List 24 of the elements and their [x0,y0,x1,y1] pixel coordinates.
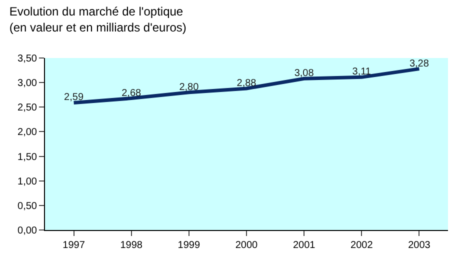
x-tick-label: 2003 [408,240,431,251]
y-tick-label: 3,00 [18,78,38,90]
data-label: 3,08 [294,68,314,80]
y-tick-label: 3,50 [18,54,38,64]
y-tick-label: 1,00 [18,176,38,188]
chart-title: Evolution du marché de l'optique [9,4,184,19]
data-label: 2,59 [64,92,84,104]
y-tick-label: 0,50 [18,200,38,212]
data-label: 2,68 [122,88,142,99]
x-tick-label: 2000 [235,240,258,251]
y-tick-label: 2,00 [18,127,38,138]
y-tick-label: 1,50 [18,152,38,163]
x-tick-label: 2001 [292,240,316,251]
data-label: 2,88 [236,78,257,89]
y-tick-label: 0,00 [18,226,38,236]
x-tick-label: 1998 [120,240,143,251]
x-tick-label: 1999 [178,240,200,251]
data-label: 3,11 [352,66,372,78]
data-label: 2,80 [179,82,200,93]
y-tick-label: 2,50 [18,102,38,114]
chart-subtitle: (en valeur et en milliards d'euros) [9,20,186,34]
x-tick-label: 2002 [350,240,374,251]
x-tick-label: 1997 [62,240,86,251]
data-label: 3,28 [409,58,430,70]
